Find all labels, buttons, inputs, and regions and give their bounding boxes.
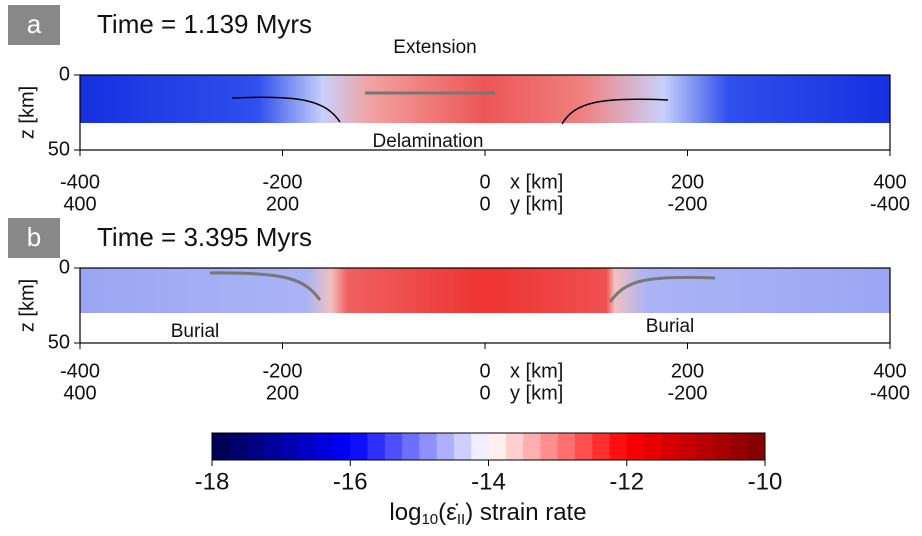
annotation: Burial (171, 321, 220, 342)
x-tick-label: 200 (671, 360, 704, 382)
y-tick-label: -400 (870, 382, 910, 404)
y-tick-label: 400 (63, 382, 96, 404)
colorbar-tick-label: -12 (609, 468, 644, 495)
annotation: Delamination (373, 131, 484, 152)
annotation: Extension (393, 37, 476, 58)
x-tick-label: 400 (873, 171, 906, 193)
strain-field (80, 75, 890, 123)
colorbar-label: log10(ε̇II) strain rate (389, 499, 586, 528)
y-tick-label: 0 (479, 382, 490, 404)
colorbar-label-part: log (389, 499, 421, 526)
x-tick-label: 200 (671, 171, 704, 193)
colorbar-step (229, 433, 248, 460)
colorbar-step (246, 433, 265, 460)
y-tick-label: -200 (667, 193, 707, 215)
z-axis-label: z [km] (16, 86, 38, 139)
strain-field (80, 268, 890, 313)
colorbar-tick-label: -10 (748, 468, 783, 495)
colorbar-step (644, 433, 662, 460)
colorbar-step (298, 433, 317, 460)
colorbar-step (574, 433, 593, 460)
colorbar-tick-label: -14 (471, 468, 506, 495)
colorbar-step (471, 433, 489, 460)
colorbar-step (263, 433, 282, 460)
x-tick-label: 0 (479, 360, 490, 382)
panel-label: a (27, 9, 42, 39)
colorbar-tick-label: -16 (333, 468, 368, 495)
panel-label-box (8, 218, 60, 258)
z-tick-label: 50 (48, 331, 70, 353)
slab-line (209, 271, 322, 301)
y-tick-label: 200 (266, 382, 299, 404)
colorbar-step (350, 433, 369, 460)
colorbar-step (367, 433, 386, 460)
colorbar-step (453, 433, 472, 460)
x-tick-label: 0 (479, 171, 490, 193)
colorbar-step (609, 433, 628, 460)
colorbar-step (730, 433, 749, 460)
y-axis-label: y [km] (510, 382, 563, 404)
z-axis-label: z [km] (16, 279, 38, 332)
colorbar-step (281, 433, 299, 460)
x-axis-label: x [km] (510, 171, 563, 193)
x-tick-label: -400 (60, 360, 100, 382)
y-tick-label: 400 (63, 193, 96, 215)
colorbar-step (695, 433, 714, 460)
colorbar-step (332, 433, 351, 460)
y-tick-label: 200 (266, 193, 299, 215)
annotation: Burial (646, 316, 695, 337)
colorbar-step (523, 433, 541, 460)
z-tick-label: 50 (48, 138, 70, 160)
y-tick-label: -400 (870, 193, 910, 215)
colorbar-step (540, 433, 559, 460)
colorbar-tick-label: -18 (195, 468, 230, 495)
panel-label-box (8, 5, 60, 45)
x-axis-label: x [km] (510, 360, 563, 382)
colorbar-label-part: II (457, 511, 465, 528)
z-tick-label: 0 (59, 256, 70, 278)
x-tick-label: 400 (873, 360, 906, 382)
colorbar-step (212, 433, 230, 460)
colorbar-step (436, 433, 455, 460)
colorbar-label-part: (ε̇ (438, 499, 459, 526)
panel-label: b (27, 222, 41, 252)
y-axis-label: y [km] (510, 193, 563, 215)
colorbar-step (419, 433, 438, 460)
colorbar-step (678, 433, 697, 460)
x-tick-label: -200 (262, 171, 302, 193)
colorbar-label-part: 10 (421, 511, 438, 528)
colorbar-label-part: ) strain rate (465, 499, 586, 526)
x-tick-label: -200 (262, 360, 302, 382)
colorbar-step (592, 433, 610, 460)
colorbar-step (557, 433, 576, 460)
colorbar-step (384, 433, 403, 460)
colorbar-step (315, 433, 334, 460)
slab-line (561, 98, 669, 125)
slab-line (608, 275, 716, 303)
slab-line (231, 96, 341, 123)
colorbar-step (661, 433, 680, 460)
x-tick-label: -400 (60, 171, 100, 193)
colorbar-step (626, 433, 645, 460)
colorbar-step (505, 433, 524, 460)
colorbar-step (488, 433, 507, 460)
panel-title: Time = 3.395 Myrs (97, 222, 312, 252)
y-tick-label: 0 (479, 193, 490, 215)
panel-title: Time = 1.139 Myrs (97, 9, 312, 39)
z-tick-label: 0 (59, 63, 70, 85)
colorbar-step (402, 433, 420, 460)
y-tick-label: -200 (667, 382, 707, 404)
colorbar-step (713, 433, 731, 460)
colorbar-step (747, 433, 766, 460)
